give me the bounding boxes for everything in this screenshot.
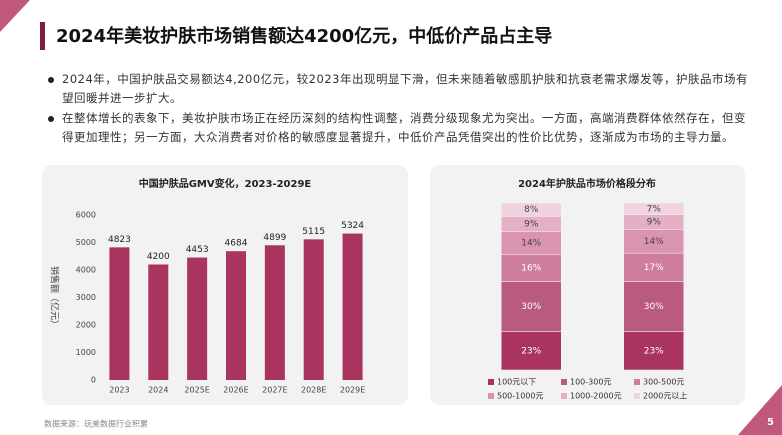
corner-decoration [738,385,782,435]
chart-panel [430,165,745,405]
bullet: 2024年，中国护肤品交易额达4,200亿元，较2023年出现明显下滑，但未来随… [48,70,752,108]
bullet: 在整体增长的表象下，美妆护肤市场正在经历深刻的结构性调整，消费分级现象尤为突出。… [48,109,752,147]
corner-decoration [0,0,30,32]
chart-panel [42,165,408,405]
source: 数据来源：玩美数据行业积累 [44,419,148,429]
slide-title: 2024年美妆护肤市场销售额达4200亿元，中低价产品占主导 [56,25,552,47]
title-bar [40,22,45,50]
page-number: 5 [767,417,774,428]
